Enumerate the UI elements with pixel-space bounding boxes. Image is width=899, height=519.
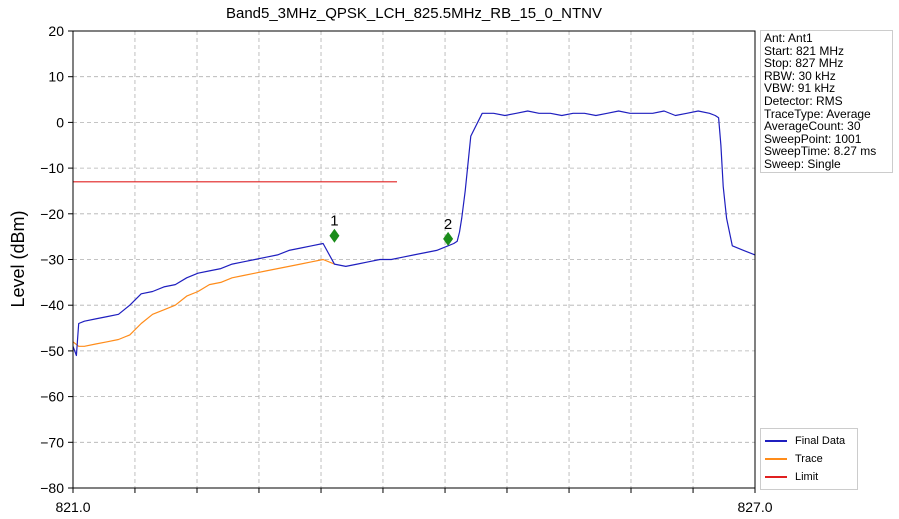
marker-2-label: 2 bbox=[444, 216, 452, 233]
x-tick-label: 821.0 bbox=[55, 499, 90, 515]
info-line: SweepPoint: 1001 bbox=[764, 131, 862, 146]
legend-entry: Trace bbox=[765, 450, 853, 468]
x-tick-label: 827.0 bbox=[737, 499, 772, 515]
measurement-info-box: Ant: Ant1 Start: 821 MHz Stop: 827 MHz RBW:… bbox=[760, 30, 893, 173]
info-line: Sweep: Single bbox=[764, 156, 841, 171]
legend-swatch bbox=[765, 440, 787, 442]
legend-label: Final Data bbox=[795, 435, 846, 447]
series-line-trace bbox=[72, 258, 335, 347]
y-tick-label: −20 bbox=[40, 206, 64, 222]
y-tick-label: 20 bbox=[48, 23, 64, 39]
legend-label: Limit bbox=[795, 471, 819, 483]
series-line-final-data bbox=[72, 110, 756, 357]
y-axis-label: Level (dBm) bbox=[8, 210, 28, 307]
grid-lines bbox=[73, 31, 755, 488]
y-tick-label: −60 bbox=[40, 389, 64, 405]
info-line: AverageCount: 30 bbox=[764, 119, 861, 134]
y-tick-label: −30 bbox=[40, 252, 64, 268]
chart-title: Band5_3MHz_QPSK_LCH_825.5MHz_RB_15_0_NTN… bbox=[226, 5, 602, 22]
y-tick-label: −80 bbox=[40, 480, 64, 496]
info-lines: Ant: Ant1 Start: 821 MHz Stop: 827 MHz RBW:… bbox=[764, 32, 889, 171]
y-tick-label: −50 bbox=[40, 343, 64, 359]
legend-entry: Limit bbox=[765, 468, 853, 486]
axes-layer: 20 10 0 −10 −20 −30 −40 −50 −60 −70 −80 821.0 827.0 bbox=[40, 23, 772, 515]
info-line: RBW: 30 kHz bbox=[764, 68, 836, 83]
legend-label: Trace bbox=[795, 453, 823, 465]
y-tick-label: 0 bbox=[56, 114, 64, 130]
y-tick-label: −70 bbox=[40, 434, 64, 450]
legend: Final Data Trace Limit bbox=[760, 428, 858, 490]
info-line: TraceType: Average bbox=[764, 106, 871, 121]
legend-entry: Final Data bbox=[765, 432, 853, 450]
info-line: Stop: 827 MHz bbox=[764, 56, 844, 71]
info-line: VBW: 91 kHz bbox=[764, 81, 836, 96]
marker-1-label: 1 bbox=[330, 213, 338, 230]
legend-swatch bbox=[765, 476, 787, 478]
legend-swatch bbox=[765, 458, 787, 460]
plot-frame bbox=[72, 30, 756, 489]
marker-2-point bbox=[443, 231, 454, 246]
info-line: Detector: RMS bbox=[764, 93, 843, 108]
legend-rows: Final Data Trace Limit bbox=[765, 432, 853, 486]
info-line: Ant: Ant1 bbox=[764, 31, 813, 45]
y-tick-label: 10 bbox=[48, 69, 64, 85]
y-tick-label: −10 bbox=[40, 160, 64, 176]
info-line: Start: 821 MHz bbox=[764, 43, 845, 58]
marker-1-point bbox=[329, 228, 340, 243]
y-tick-label: −40 bbox=[40, 297, 64, 313]
info-line: SweepTime: 8.27 ms bbox=[764, 144, 877, 159]
